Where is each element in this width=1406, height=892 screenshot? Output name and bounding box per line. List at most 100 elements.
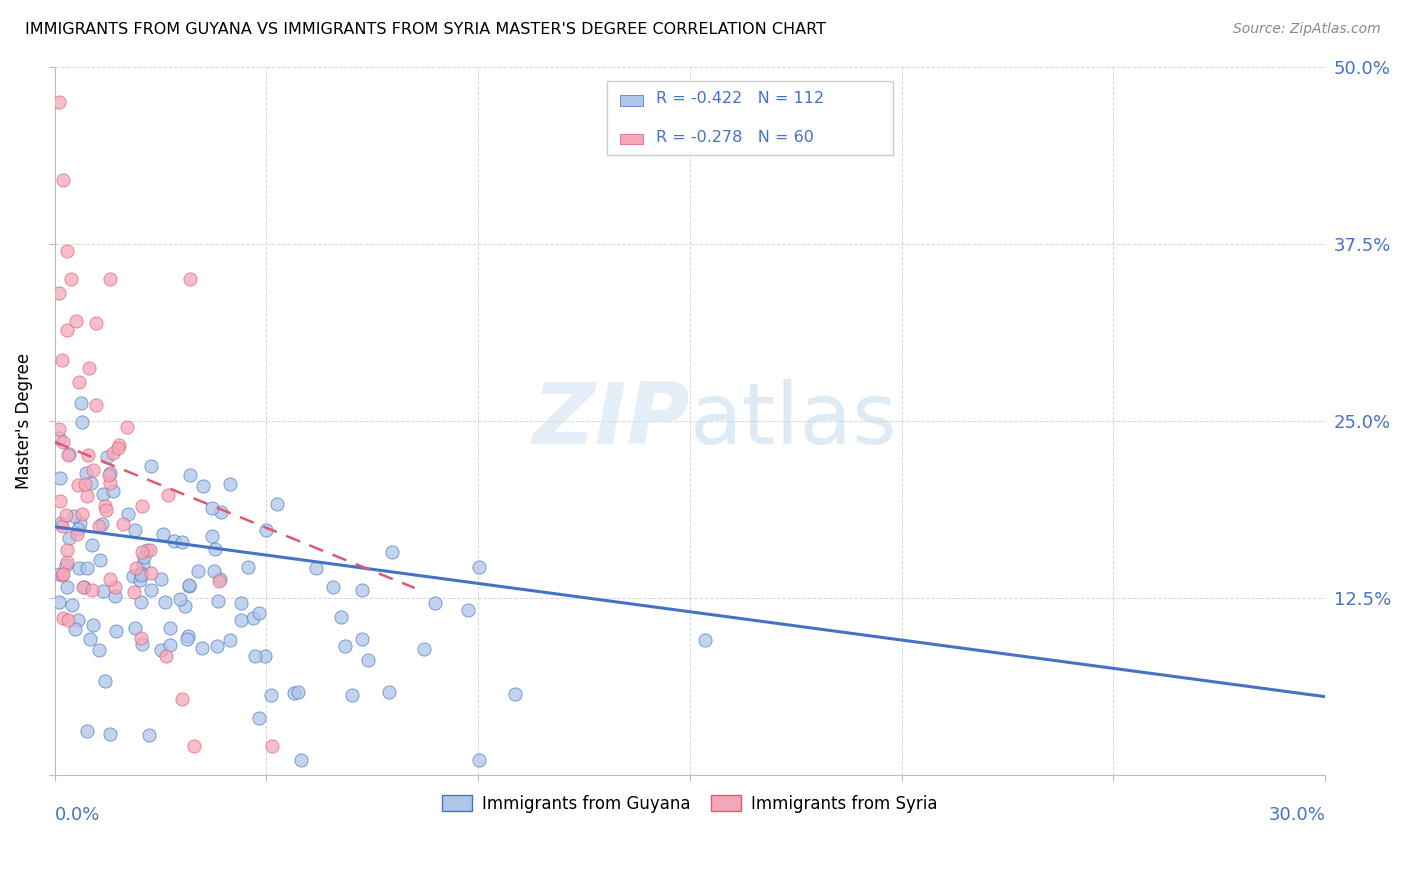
Point — [56, 555, 79, 569]
Point — [157, 488, 180, 502]
Point — [260, 688, 283, 702]
Point — [129, 595, 152, 609]
Point — [201, 500, 224, 515]
Point — [98, 466, 121, 480]
Point — [76, 489, 98, 503]
Text: Source: ZipAtlas.com: Source: ZipAtlas.com — [1233, 22, 1381, 37]
Point — [52, 434, 75, 449]
Point — [69, 561, 91, 575]
Point — [72, 580, 94, 594]
Point — [60, 272, 83, 286]
Point — [65, 314, 87, 328]
Point — [159, 638, 181, 652]
Point — [155, 648, 177, 663]
Point — [381, 545, 404, 559]
Point — [67, 375, 90, 389]
Point — [58, 613, 80, 627]
Point — [693, 633, 716, 648]
Point — [51, 516, 73, 530]
Point — [204, 542, 226, 557]
Point — [77, 448, 100, 462]
Point — [72, 580, 94, 594]
Point — [124, 621, 146, 635]
Point — [56, 244, 79, 258]
Point — [423, 596, 446, 610]
Point — [121, 569, 143, 583]
Point — [333, 639, 356, 653]
Point — [163, 534, 186, 549]
Point — [67, 477, 90, 491]
Point — [93, 673, 115, 688]
Point — [84, 398, 107, 412]
Point — [138, 728, 160, 742]
Point — [77, 361, 100, 376]
Point — [107, 442, 129, 456]
Point — [125, 561, 148, 575]
Text: R = -0.422   N = 112: R = -0.422 N = 112 — [655, 91, 824, 106]
Point — [135, 543, 157, 558]
Point — [209, 572, 232, 586]
Point — [76, 724, 98, 739]
Point — [75, 466, 97, 480]
Point — [124, 523, 146, 537]
Point — [172, 534, 194, 549]
Point — [104, 580, 127, 594]
Point — [322, 580, 344, 594]
Point — [247, 607, 270, 621]
Point — [98, 727, 121, 741]
Point — [254, 523, 277, 537]
Point — [58, 447, 80, 461]
Point — [174, 599, 197, 613]
FancyBboxPatch shape — [620, 95, 643, 105]
Point — [55, 558, 77, 573]
Point — [266, 497, 288, 511]
Point — [352, 583, 374, 598]
Point — [176, 632, 198, 647]
Legend: Immigrants from Guyana, Immigrants from Syria: Immigrants from Guyana, Immigrants from … — [436, 788, 943, 820]
Point — [177, 579, 200, 593]
Point — [52, 611, 75, 625]
Point — [87, 519, 110, 533]
Point — [98, 475, 121, 490]
Point — [94, 499, 117, 513]
Point — [179, 272, 201, 286]
Point — [91, 584, 114, 599]
Point — [152, 526, 174, 541]
Point — [107, 437, 129, 451]
Text: atlas: atlas — [690, 379, 898, 462]
Point — [155, 595, 177, 609]
Point — [67, 522, 90, 536]
Point — [129, 631, 152, 645]
Point — [58, 531, 80, 545]
Point — [131, 566, 153, 580]
Point — [97, 467, 120, 482]
Point — [91, 516, 114, 531]
Point — [141, 582, 163, 597]
Point — [70, 507, 93, 521]
Point — [104, 589, 127, 603]
Point — [207, 594, 229, 608]
Point — [56, 448, 79, 462]
Point — [98, 272, 121, 286]
Point — [229, 614, 252, 628]
Point — [205, 640, 228, 654]
Point — [169, 592, 191, 607]
Point — [101, 446, 124, 460]
Point — [63, 622, 86, 636]
Point — [150, 643, 173, 657]
Point — [89, 553, 111, 567]
Point — [56, 323, 79, 337]
Point — [101, 484, 124, 499]
Point — [52, 567, 75, 582]
Point — [84, 316, 107, 330]
Point — [105, 624, 128, 638]
Text: 0.0%: 0.0% — [55, 806, 100, 824]
Point — [56, 580, 79, 594]
Point — [48, 95, 70, 109]
FancyBboxPatch shape — [620, 134, 643, 145]
Point — [79, 632, 101, 647]
Point — [131, 558, 153, 572]
Point — [187, 565, 209, 579]
Point — [247, 711, 270, 725]
Point — [413, 641, 436, 656]
